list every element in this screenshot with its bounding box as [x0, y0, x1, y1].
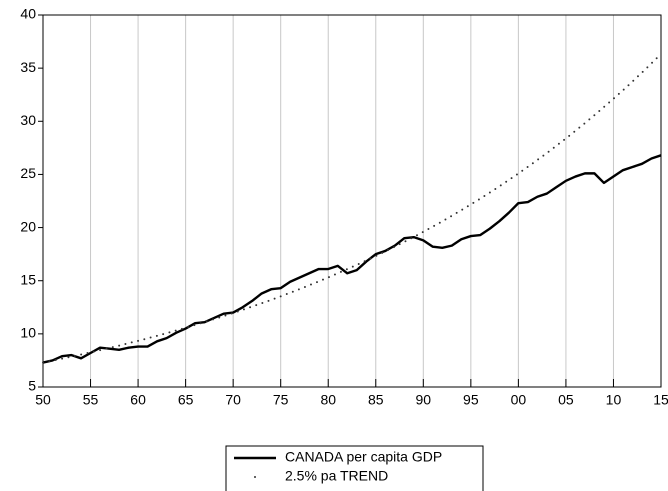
- x-tick-label: 55: [83, 392, 99, 408]
- x-tick-label: 95: [463, 392, 479, 408]
- y-tick-label: 30: [20, 112, 36, 128]
- x-tick-label: 15: [653, 392, 668, 408]
- x-tick-label: 50: [35, 392, 51, 408]
- series-line: [42, 52, 662, 364]
- series-line: [42, 154, 662, 364]
- x-tick-label: 90: [416, 392, 432, 408]
- y-tick-label: 5: [28, 378, 36, 394]
- x-tick-label: 70: [225, 392, 241, 408]
- x-tick-label: 00: [511, 392, 527, 408]
- y-tick-label: 15: [20, 271, 36, 287]
- legend-label: 2.5% pa TREND: [285, 468, 388, 484]
- x-tick-label: 10: [606, 392, 622, 408]
- x-tick-label: 05: [558, 392, 574, 408]
- x-tick-label: 80: [320, 392, 336, 408]
- y-tick-label: 10: [20, 325, 36, 341]
- y-tick-label: 20: [20, 218, 36, 234]
- legend-label: CANADA per capita GDP: [285, 449, 442, 465]
- legend-box: [225, 445, 484, 491]
- x-tick-label: 85: [368, 392, 384, 408]
- y-tick-label: 40: [20, 6, 36, 22]
- y-tick-label: 25: [20, 165, 36, 181]
- x-tick-label: 65: [178, 392, 194, 408]
- x-tick-label: 75: [273, 392, 289, 408]
- y-tick-label: 35: [20, 59, 36, 75]
- x-tick-label: 60: [130, 392, 146, 408]
- plot-frame: [42, 14, 662, 388]
